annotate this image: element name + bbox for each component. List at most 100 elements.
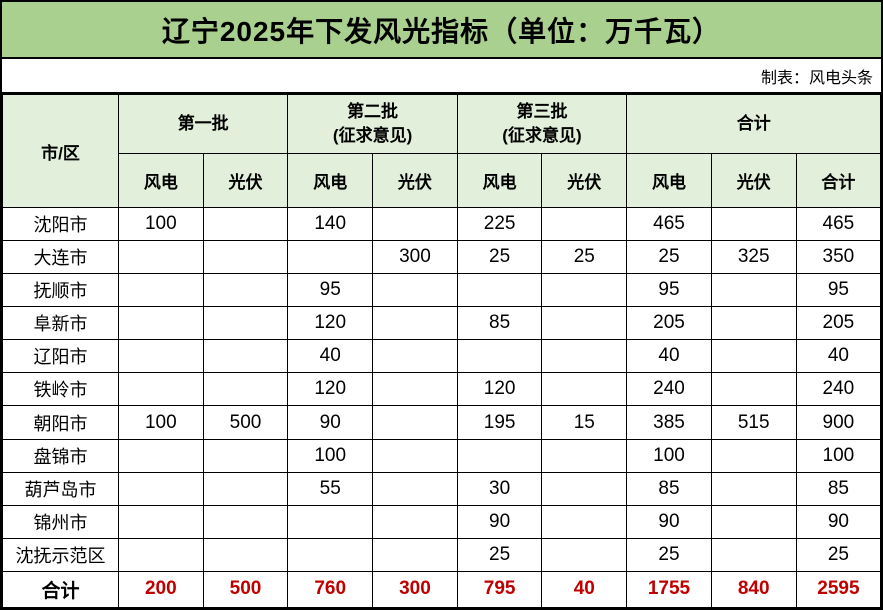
header-group-row: 市/区 第一批 第二批 (征求意见) 第三批 (征求意见) 合计 (2, 94, 881, 208)
sub-header-solar: 光伏 (541, 153, 628, 208)
value-cell: 100 (795, 438, 881, 473)
city-name-cell: 沈阳市 (2, 206, 119, 242)
value-cell (372, 372, 458, 407)
value-cell (710, 273, 797, 308)
sub-header-wind: 风电 (118, 153, 204, 208)
value-cell: 25 (626, 240, 712, 275)
value-cell (372, 206, 458, 242)
city-name-cell: 铁岭市 (2, 372, 119, 407)
value-cell (456, 273, 543, 308)
value-cell: 15 (541, 405, 628, 440)
value-cell (118, 504, 204, 539)
total-row: 合计 200 500 760 300 795 40 1755 840 2595 (2, 570, 881, 608)
sub-header-wind: 风电 (626, 153, 712, 208)
page-title: 辽宁2025年下发风光指标（单位：万千瓦） (2, 2, 881, 59)
value-cell: 465 (626, 206, 712, 242)
value-cell (202, 306, 289, 341)
value-cell (202, 206, 289, 242)
value-cell (541, 438, 628, 473)
value-cell (372, 504, 458, 539)
value-cell: 140 (287, 206, 374, 242)
value-cell: 120 (287, 372, 374, 407)
sub-header-wind: 风电 (456, 153, 543, 208)
value-cell (372, 471, 458, 506)
value-cell (118, 537, 204, 572)
value-cell: 465 (795, 206, 881, 242)
city-name-cell: 大连市 (2, 240, 119, 275)
value-cell: 840 (710, 570, 797, 608)
table-row: 盘锦市 100 100 100 (2, 438, 881, 473)
credit-row: 制表：风电头条 (2, 59, 881, 94)
value-cell: 500 (202, 405, 289, 440)
value-cell (541, 206, 628, 242)
value-cell (118, 438, 204, 473)
value-cell: 30 (456, 471, 543, 506)
value-cell: 95 (795, 273, 881, 308)
table-row: 沈抚示范区 25 25 25 (2, 537, 881, 572)
value-cell: 85 (795, 471, 881, 506)
city-name-cell: 阜新市 (2, 306, 119, 341)
table-row: 阜新市 120 85 205 205 (2, 306, 881, 341)
value-cell (118, 306, 204, 341)
value-cell: 85 (456, 306, 543, 341)
value-cell (118, 273, 204, 308)
value-cell (372, 537, 458, 572)
value-cell (372, 306, 458, 341)
value-cell (541, 306, 628, 341)
value-cell: 205 (626, 306, 712, 341)
value-cell (118, 339, 204, 374)
value-cell: 40 (287, 339, 374, 374)
value-cell (287, 240, 374, 275)
table-row: 葫芦岛市 55 30 85 85 (2, 471, 881, 506)
value-cell (710, 339, 797, 374)
value-cell: 195 (456, 405, 543, 440)
value-cell (118, 372, 204, 407)
value-cell (372, 273, 458, 308)
group-header-batch3: 第三批 (征求意见) (456, 94, 628, 154)
table-row: 大连市 300 25 25 25 325 350 (2, 240, 881, 275)
table-row: 锦州市 90 90 90 (2, 504, 881, 539)
value-cell (118, 240, 204, 275)
value-cell (202, 537, 289, 572)
value-cell (287, 504, 374, 539)
city-name-cell: 锦州市 (2, 504, 119, 539)
value-cell (118, 471, 204, 506)
header-sub-row: 风电 光伏 风电 光伏 风电 光伏 风电 光伏 合计 (3, 153, 881, 208)
value-cell (372, 405, 458, 440)
group-header-batch1: 第一批 (117, 94, 289, 154)
city-name-cell: 盘锦市 (2, 438, 119, 473)
value-cell (710, 372, 797, 407)
table-row: 朝阳市 100 500 90 195 15 385 515 900 (2, 405, 881, 440)
value-cell: 500 (202, 570, 289, 608)
table-body: 沈阳市 100 140 225 465 465 大连市 300 25 25 25 325 350 抚顺市 9… (2, 206, 881, 608)
credit-label: 制表：风电头条 (760, 69, 873, 87)
value-cell: 25 (626, 537, 712, 572)
city-name-cell: 辽阳市 (2, 339, 119, 374)
value-cell (456, 438, 543, 473)
value-cell: 90 (456, 504, 543, 539)
value-cell (541, 273, 628, 308)
value-cell: 2595 (795, 570, 881, 608)
value-cell: 95 (626, 273, 712, 308)
value-cell: 300 (372, 570, 458, 608)
sub-header-solar: 光伏 (372, 153, 458, 208)
group-header-batch2: 第二批 (征求意见) (287, 94, 458, 154)
value-cell (202, 471, 289, 506)
value-cell: 120 (456, 372, 543, 407)
value-cell: 240 (626, 372, 712, 407)
value-cell (456, 339, 543, 374)
value-cell: 760 (287, 570, 374, 608)
value-cell: 90 (626, 504, 712, 539)
value-cell: 25 (541, 240, 628, 275)
value-cell (202, 372, 289, 407)
value-cell: 100 (626, 438, 712, 473)
value-cell: 385 (626, 405, 712, 440)
value-cell (541, 339, 628, 374)
city-name-cell: 葫芦岛市 (2, 471, 119, 506)
table-row: 沈阳市 100 140 225 465 465 (2, 206, 881, 242)
value-cell: 225 (456, 206, 543, 242)
value-cell: 85 (626, 471, 712, 506)
value-cell: 55 (287, 471, 374, 506)
value-cell: 240 (795, 372, 881, 407)
value-cell (710, 537, 797, 572)
